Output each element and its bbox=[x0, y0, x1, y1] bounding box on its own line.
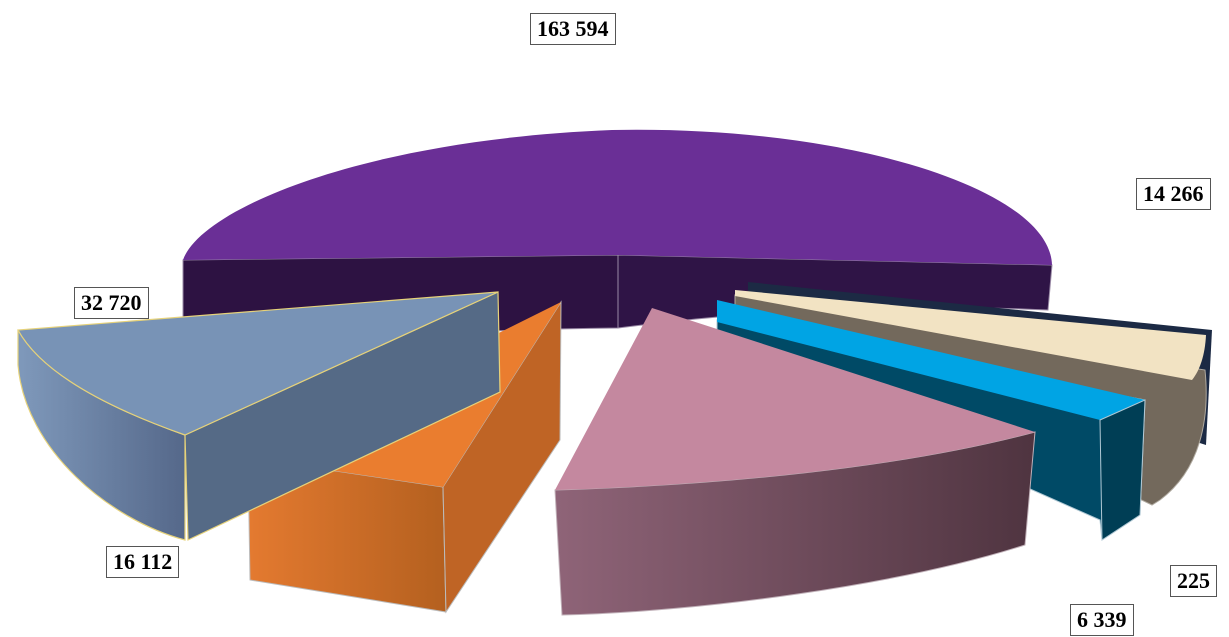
data-label-225: 225 bbox=[1170, 565, 1217, 597]
pie-slice-4 bbox=[554, 308, 1036, 616]
pie-slice-6 bbox=[17, 291, 501, 541]
data-label-16112: 16 112 bbox=[106, 546, 180, 578]
data-label-32720: 32 720 bbox=[74, 287, 149, 319]
data-label-14266: 14 266 bbox=[1136, 178, 1211, 210]
data-label-163594: 163 594 bbox=[530, 13, 616, 45]
data-label-6339: 6 339 bbox=[1070, 604, 1134, 636]
